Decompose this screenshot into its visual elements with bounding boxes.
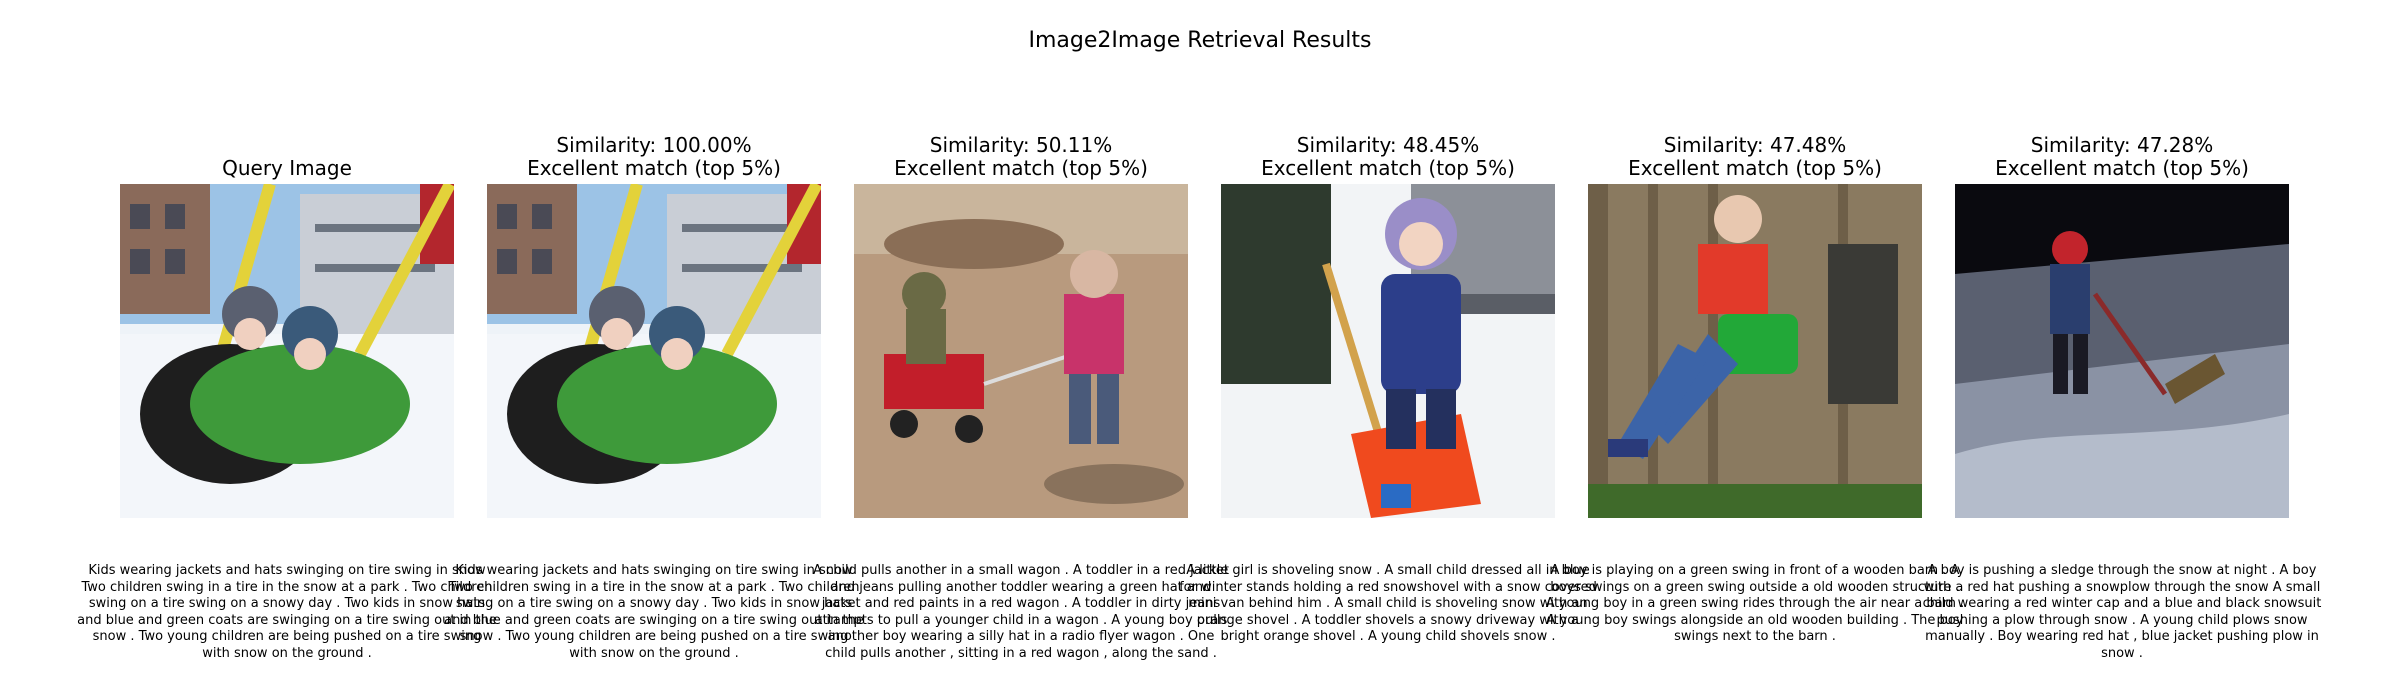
panel-caption: A boy is pushing a sledge through the sn…: [1922, 563, 2322, 661]
figure-title: Image2Image Retrieval Results: [1028, 28, 1372, 53]
panel-title: Similarity: 50.11% Excellent match (top …: [821, 134, 1221, 180]
panel-caption: Kids wearing jackets and hats swinging o…: [77, 563, 497, 661]
similarity-label: Similarity: 47.48%: [1663, 133, 1847, 157]
panel-title: Similarity: 48.45% Excellent match (top …: [1188, 134, 1588, 180]
query-image: [120, 184, 454, 518]
panel-title: Similarity: 47.48% Excellent match (top …: [1555, 134, 1955, 180]
result-panel-4: Similarity: 47.48% Excellent match (top …: [1546, 0, 1964, 700]
panel-caption: A little girl is shoveling snow . A smal…: [1179, 563, 1597, 645]
similarity-label: Similarity: 48.45%: [1296, 133, 1480, 157]
result-panel-query: Query Image Kids wearing jackets and hat…: [77, 0, 497, 700]
result-image: [1221, 184, 1555, 518]
similarity-label: Similarity: 50.11%: [929, 133, 1113, 157]
result-image: [1588, 184, 1922, 518]
similarity-label: Similarity: 100.00%: [556, 133, 752, 157]
result-panel-5: Similarity: 47.28% Excellent match (top …: [1923, 0, 2322, 700]
result-panel-2: Similarity: 50.11% Excellent match (top …: [813, 0, 1229, 700]
result-panel-1: Similarity: 100.00% Excellent match (top…: [444, 0, 864, 700]
panel-title: Query Image: [222, 156, 352, 180]
result-image: [487, 184, 821, 518]
result-panel-3: Similarity: 48.45% Excellent match (top …: [1179, 0, 1597, 700]
result-image: [854, 184, 1188, 518]
match-label: Excellent match (top 5%): [1628, 156, 1882, 180]
panel-caption: Kids wearing jackets and hats swinging o…: [444, 563, 864, 661]
panel-title: Similarity: 47.28% Excellent match (top …: [1922, 134, 2322, 180]
similarity-label: Similarity: 47.28%: [2030, 133, 2214, 157]
match-label: Excellent match (top 5%): [894, 156, 1148, 180]
match-label: Excellent match (top 5%): [1261, 156, 1515, 180]
result-image: [1955, 184, 2289, 518]
match-label: Excellent match (top 5%): [1995, 156, 2249, 180]
panel-caption: A boy is playing on a green swing in fro…: [1545, 563, 1965, 645]
panel-caption: A child pulls another in a small wagon .…: [813, 563, 1229, 661]
match-label: Excellent match (top 5%): [527, 156, 781, 180]
panel-title: Similarity: 100.00% Excellent match (top…: [454, 134, 854, 180]
